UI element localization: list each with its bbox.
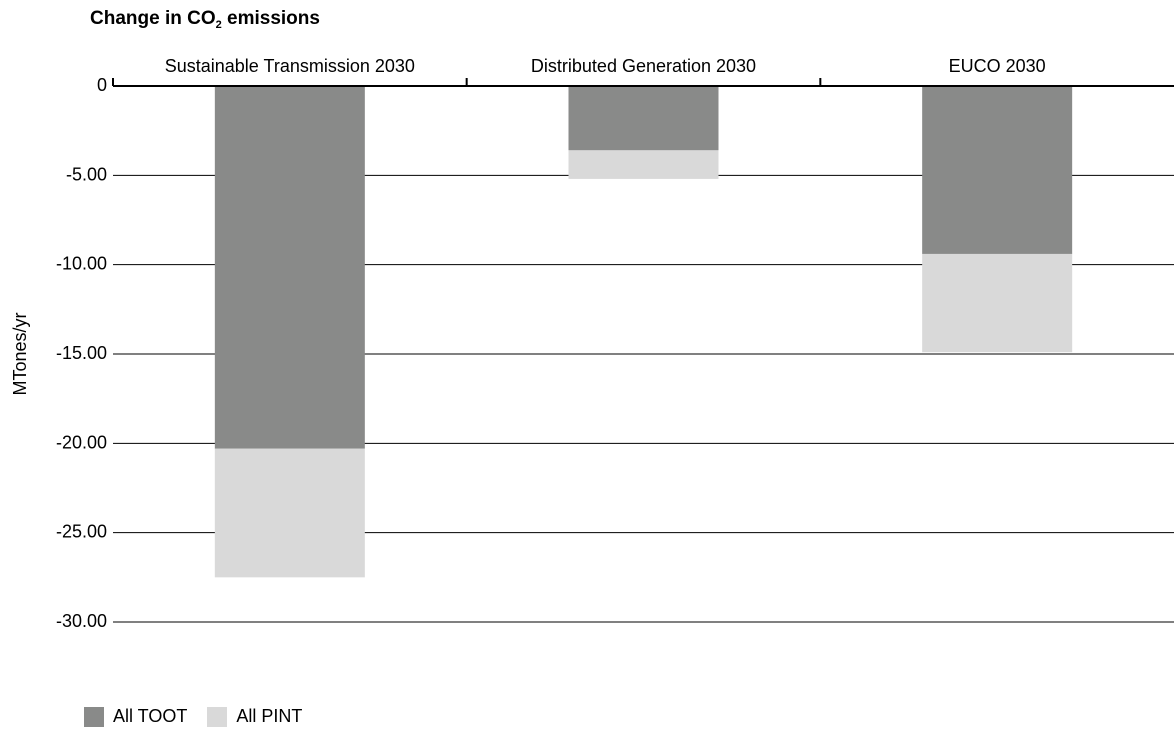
bar-all-pint-3 [922, 253, 1073, 353]
bar-all-pint-2 [568, 150, 719, 179]
bar-all-toot-1 [214, 86, 365, 449]
bar-all-toot-2 [568, 86, 719, 151]
chart-plot: 0 -5.00 -10.00 -15.00 -20.00 -25.00 -30.00 Sust… [10, 56, 1174, 631]
y-axis-label: MTones/yr [10, 312, 30, 395]
y-tick-label: -20.00 [56, 432, 107, 452]
chart-title-main: Change in CO [90, 8, 216, 29]
label-layer: 0 -5.00 -10.00 -15.00 -20.00 -25.00 -30.00 Sust… [10, 56, 1046, 631]
chart-title: Change in CO2 emissions [90, 8, 320, 31]
y-tick-label: -10.00 [56, 254, 107, 274]
axis-layer [112, 78, 1174, 87]
category-label: Sustainable Transmission 2030 [165, 56, 415, 76]
legend-item: All TOOT [84, 706, 187, 727]
legend-swatch [84, 706, 104, 727]
legend-label: All TOOT [113, 706, 188, 726]
legend-label: All PINT [236, 706, 303, 726]
y-tick-label: -30.00 [56, 611, 107, 631]
bar-all-toot-3 [922, 86, 1073, 254]
chart-title-end: emissions [221, 8, 320, 29]
bar-layer [214, 86, 1073, 578]
category-label: EUCO 2030 [949, 56, 1046, 76]
chart-title-subscript: 2 [215, 19, 222, 31]
y-tick-label: -15.00 [56, 343, 107, 363]
y-tick-label: -25.00 [56, 522, 107, 542]
category-label: Distributed Generation 2030 [531, 56, 756, 76]
legend: All TOOT All PINT [84, 706, 322, 727]
y-tick-label: 0 [97, 75, 107, 95]
legend-swatch [207, 706, 228, 727]
bar-all-pint-1 [214, 448, 365, 578]
legend-item: All PINT [207, 706, 302, 727]
y-tick-label: -5.00 [66, 164, 107, 184]
